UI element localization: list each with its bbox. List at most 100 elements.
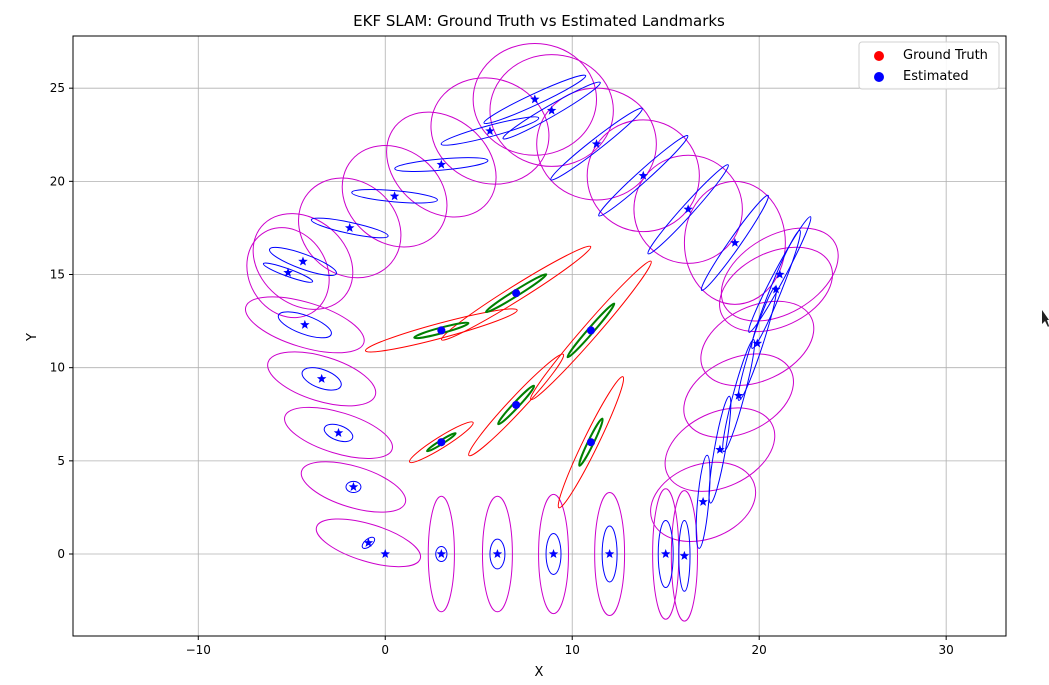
x-tick-label: 10 xyxy=(565,643,580,657)
estimate-uncertainty-ellipse xyxy=(545,533,562,576)
chart-title: EKF SLAM: Ground Truth vs Estimated Land… xyxy=(353,12,725,30)
estimate-uncertainty-ellipse xyxy=(268,246,337,276)
x-axis-label: X xyxy=(535,665,544,680)
estimate-uncertainty-ellipse xyxy=(700,194,769,291)
path-uncertainty-ellipse xyxy=(386,111,497,218)
path-uncertainty-ellipse xyxy=(246,227,330,319)
mouse-cursor-icon xyxy=(1042,310,1049,327)
estimated-point xyxy=(586,438,595,447)
trajectory-star-marker xyxy=(733,390,744,400)
trajectory-star-marker xyxy=(348,481,359,491)
path-uncertainty-ellipse xyxy=(664,407,776,492)
path-uncertainty-ellipse xyxy=(700,300,815,387)
trajectory-star-marker xyxy=(389,191,400,201)
path-uncertainty-ellipse xyxy=(683,353,794,438)
legend-label-ground-truth: Ground Truth xyxy=(903,48,988,63)
y-tick-label: 25 xyxy=(50,81,65,95)
path-uncertainty-ellipse xyxy=(472,42,598,156)
x-tick-label: 20 xyxy=(752,643,767,657)
trajectory-star-marker xyxy=(771,284,781,294)
estimate-uncertainty-ellipse xyxy=(351,189,438,204)
estimate-uncertainty-ellipse xyxy=(323,423,354,443)
estimate-uncertainty-ellipse xyxy=(708,395,732,504)
path-uncertainty-ellipse xyxy=(315,518,422,568)
estimate-uncertainty-ellipse xyxy=(483,74,587,125)
trajectory-star-marker xyxy=(436,159,447,169)
estimate-uncertainty-ellipse xyxy=(722,339,756,453)
trajectory-star-marker xyxy=(752,338,763,348)
trajectory-star-marker xyxy=(548,549,559,559)
grid-lines xyxy=(73,36,1006,636)
trajectory-star-marker xyxy=(436,549,447,559)
estimate-uncertainty-ellipse xyxy=(301,367,342,391)
trajectory-star-marker xyxy=(283,267,293,277)
y-tick-label: 10 xyxy=(50,361,65,375)
plot-frame xyxy=(72,35,1007,637)
estimate-uncertainty-ellipse xyxy=(262,262,314,283)
estimate-uncertainty-ellipse xyxy=(435,546,448,562)
trajectory-star-marker xyxy=(333,427,344,437)
trajectory-star-marker xyxy=(591,139,602,149)
trajectory-star-marker xyxy=(698,496,708,506)
legend-marker-estimated xyxy=(874,72,884,82)
path-uncertainty-ellipse xyxy=(650,461,757,542)
estimated-point xyxy=(437,326,446,335)
estimated-point xyxy=(512,400,521,409)
trajectory-star-marker xyxy=(775,269,785,279)
trajectory-star-marker xyxy=(715,444,725,454)
trajectory-star-marker xyxy=(530,94,540,104)
path-uncertainty-ellipse xyxy=(594,492,626,617)
y-axis-label: Y xyxy=(25,333,40,342)
path-uncertainty-ellipse xyxy=(683,180,786,305)
landmark-truth-ellipse xyxy=(468,353,565,457)
plot-area xyxy=(244,42,839,622)
estimated-point xyxy=(512,289,521,298)
path-uncertainty-ellipse xyxy=(633,154,743,264)
path-uncertainty-ellipse xyxy=(300,461,407,513)
y-tick-label: 20 xyxy=(50,174,65,188)
estimate-uncertainty-ellipse xyxy=(489,538,506,570)
estimate-uncertainty-ellipse xyxy=(751,229,801,349)
trajectory-star-marker xyxy=(604,549,615,559)
path-uncertainty-ellipse xyxy=(538,493,569,615)
trajectory-star-marker xyxy=(492,549,503,559)
estimate-uncertainty-ellipse xyxy=(502,81,601,140)
path-uncertainty-ellipse xyxy=(719,246,833,333)
path-uncertainty-ellipse xyxy=(244,296,365,354)
estimate-uncertainty-ellipse xyxy=(657,519,674,589)
estimate-uncertainty-ellipse xyxy=(678,519,691,592)
path-uncertainty-ellipse xyxy=(720,227,839,322)
estimate-uncertainty-ellipse xyxy=(345,480,362,494)
landmark-truth-ellipse xyxy=(408,421,474,464)
x-tick-label: −10 xyxy=(186,643,211,657)
trajectory-star-marker xyxy=(485,126,495,136)
legend: Ground Truth Estimated xyxy=(858,41,1000,90)
estimate-uncertainty-ellipse xyxy=(647,164,729,255)
estimated-point xyxy=(586,326,595,335)
legend-box xyxy=(858,41,1000,90)
trajectory-star-marker xyxy=(298,256,308,266)
path-uncertainty-ellipse xyxy=(586,119,700,233)
path-uncertainty-ellipse xyxy=(284,406,393,459)
path-uncertainty-ellipse xyxy=(427,495,455,613)
path-uncertainty-ellipse xyxy=(298,177,402,279)
legend-marker-ground-truth xyxy=(874,51,884,61)
y-tick-label: 15 xyxy=(50,268,65,282)
trajectory-star-marker xyxy=(638,170,649,180)
estimate-uncertainty-ellipse xyxy=(598,135,689,217)
y-tick-label: 0 xyxy=(57,547,65,561)
estimated-point xyxy=(437,438,446,447)
landmark-truth-ellipse xyxy=(440,245,592,341)
x-tick-label: 30 xyxy=(939,643,954,657)
estimate-uncertainty-ellipse xyxy=(277,311,332,339)
path-uncertainty-ellipse xyxy=(536,87,657,201)
trajectory-star-marker xyxy=(660,549,671,559)
trajectory-star-marker xyxy=(363,537,374,547)
legend-label-estimated: Estimated xyxy=(903,69,969,84)
y-tick-label: 5 xyxy=(57,454,65,468)
path-uncertainty-ellipse xyxy=(670,490,698,622)
trajectory-star-marker xyxy=(546,105,557,115)
trajectory-star-marker xyxy=(730,237,740,247)
